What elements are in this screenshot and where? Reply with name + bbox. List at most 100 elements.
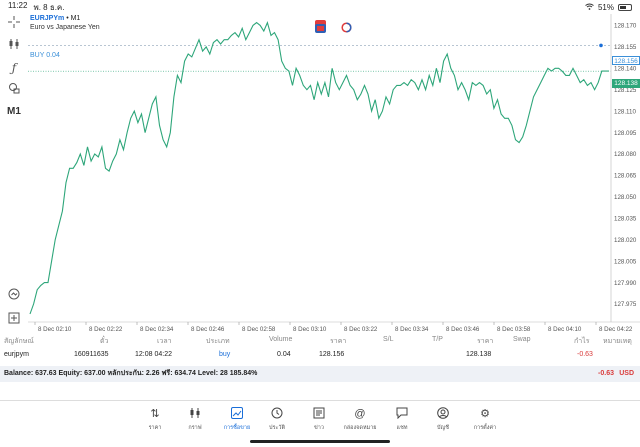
y-tick-label: 128.140 — [614, 65, 637, 72]
y-tick-label: 127.990 — [614, 280, 637, 287]
home-indicator — [250, 440, 390, 443]
chart-toolbar: ƒ M1 — [0, 14, 28, 332]
row-profit: -0.63 — [577, 351, 593, 358]
wifi-icon — [585, 3, 594, 12]
col-tp: T/P — [432, 336, 443, 343]
clock: 11:22 — [8, 0, 28, 10]
tab-settings[interactable]: ⚙ การตั้งค่า — [465, 407, 505, 432]
balance-text: Balance: 637.63 Equity: 637.00 หลักประกั… — [4, 370, 258, 377]
tab-label: ข่าว — [314, 425, 324, 431]
candles-icon[interactable] — [4, 38, 24, 54]
tab-history[interactable]: ประวัติ — [257, 407, 297, 432]
y-tick-label: 128.065 — [614, 173, 637, 180]
tab-label: กราฟ — [188, 425, 202, 431]
tab-quotes[interactable]: ⇅ ราคา — [135, 407, 175, 432]
chart-icon — [175, 407, 215, 421]
timeframe-label: • M1 — [66, 15, 81, 22]
crosshair-icon[interactable] — [4, 16, 24, 32]
table-row[interactable]: eurjpym 160911635 12:08 04:22 buy 0.04 1… — [0, 351, 640, 363]
y-tick-label: 128.035 — [614, 215, 637, 222]
row-open-price: 128.156 — [319, 351, 345, 358]
col-comment: หมายเหตุ — [603, 338, 632, 345]
symbol-name: EURJPYm — [30, 15, 65, 22]
add-icon[interactable] — [4, 312, 24, 328]
col-ticket: ตั๋ว — [100, 338, 109, 345]
y-tick-label: 128.170 — [614, 23, 637, 30]
tab-label: กล่องจดหมาย — [343, 425, 377, 431]
shapes-icon[interactable] — [4, 82, 24, 98]
bottom-tab-bar: ⇅ ราคา กราฟ การซื้อขาย ประวัติ ข่าว @ กล… — [0, 400, 640, 447]
symbol-description: Euro vs Japanese Yen — [30, 24, 100, 31]
buy-position-label: BUY 0.04 — [30, 52, 60, 59]
row-current-price: 128.138 — [466, 351, 492, 358]
balance-summary: Balance: 637.63 Equity: 637.00 หลักประกั… — [0, 366, 640, 382]
tab-label: การตั้งค่า — [473, 425, 497, 431]
x-tick-label: 8 Dec 03:10 — [293, 326, 327, 332]
tab-trade[interactable]: การซื้อขาย — [217, 407, 257, 432]
row-volume: 0.04 — [277, 351, 291, 358]
news-icon — [299, 407, 339, 421]
tab-news[interactable]: ข่าว — [299, 407, 339, 432]
total-profit: -0.63 — [598, 370, 614, 377]
quotes-icon: ⇅ — [150, 408, 160, 420]
function-icon[interactable]: ƒ — [11, 61, 17, 75]
timeframe-button[interactable]: M1 — [7, 106, 21, 117]
col-type: ประเภท — [206, 338, 230, 345]
tab-label: บัญชี — [437, 425, 449, 431]
date: พ. 8 ธ.ค. — [33, 2, 65, 12]
col-volume: Volume — [269, 336, 293, 343]
x-tick-label: 8 Dec 03:34 — [395, 326, 429, 332]
status-bar: 11:22 พ. 8 ธ.ค. 51% — [0, 0, 640, 14]
x-tick-label: 8 Dec 03:58 — [497, 326, 531, 332]
row-type: buy — [219, 351, 231, 358]
mailbox-icon: @ — [354, 408, 366, 420]
trade-button-icon[interactable] — [315, 20, 326, 33]
ask-price-tag: 128.156 — [612, 56, 640, 65]
col-profit: กำไร — [574, 338, 590, 345]
settings-icon: ⚙ — [480, 408, 490, 420]
col-price: ราคา — [330, 338, 347, 345]
chat-icon — [382, 407, 422, 421]
account-currency: USD — [619, 370, 634, 377]
zoom-icon[interactable] — [4, 288, 24, 304]
one-click-trading-icon[interactable] — [341, 20, 352, 33]
chart-title: EURJPYm • M1 — [30, 15, 80, 22]
row-time: 12:08 04:22 — [135, 351, 172, 358]
tab-chat[interactable]: แชท — [382, 407, 422, 432]
tab-label: การซื้อขาย — [223, 425, 251, 431]
bid-price-tag: 128.138 — [612, 79, 640, 88]
x-tick-label: 8 Dec 04:10 — [548, 326, 582, 332]
row-ticket: 160911635 — [74, 351, 109, 358]
col-sl: S/L — [383, 336, 394, 343]
row-symbol: eurjpym — [4, 351, 29, 358]
y-tick-label: 128.125 — [614, 87, 637, 94]
battery-percent: 51% — [597, 2, 614, 12]
x-tick-label: 8 Dec 02:22 — [89, 326, 123, 332]
col-symbol: สัญลักษณ์ — [4, 338, 34, 345]
history-icon — [257, 407, 297, 421]
y-tick-label: 128.155 — [614, 44, 637, 51]
tab-label: ราคา — [148, 425, 162, 431]
account-icon — [423, 407, 463, 421]
y-tick-label: 128.005 — [614, 258, 637, 265]
col-time: เวลา — [157, 338, 172, 345]
x-tick-label: 8 Dec 03:22 — [344, 326, 378, 332]
price-chart[interactable]: 128.170 128.155 128.140 128.125 128.110 128.0… — [28, 14, 640, 333]
trade-icon — [217, 407, 257, 421]
trade-table-header: สัญลักษณ์ ตั๋ว เวลา ประเภท Volume ราคา S… — [0, 336, 640, 348]
y-tick-label: 127.975 — [614, 301, 637, 308]
battery-icon — [618, 3, 632, 11]
tab-account[interactable]: บัญชี — [423, 407, 463, 432]
tab-label: ประวัติ — [268, 425, 286, 431]
x-tick-label: 8 Dec 02:34 — [140, 326, 174, 332]
tab-label: แชท — [396, 425, 408, 431]
col-current-price: ราคา — [477, 338, 494, 345]
tab-mailbox[interactable]: @ กล่องจดหมาย — [340, 407, 380, 432]
x-tick-label: 8 Dec 04:22 — [599, 326, 633, 332]
y-tick-label: 128.050 — [614, 194, 637, 201]
tab-chart[interactable]: กราฟ — [175, 407, 215, 432]
y-tick-label: 128.095 — [614, 130, 637, 137]
col-swap: Swap — [513, 336, 531, 343]
y-tick-label: 128.020 — [614, 237, 637, 244]
x-tick-label: 8 Dec 02:10 — [38, 326, 72, 332]
